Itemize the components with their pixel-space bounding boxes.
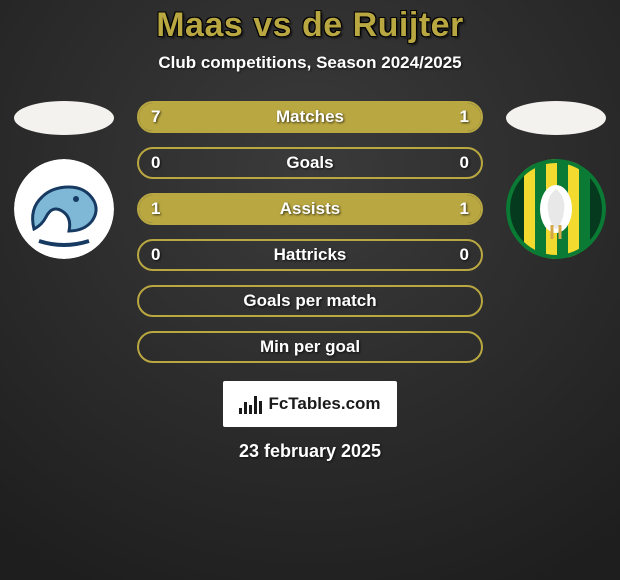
stat-value-right: 0 bbox=[460, 245, 469, 265]
comparison-panel: 7 1 Matches 0 0 Goals 1 1 Assists 0 0 Hattricks Goal… bbox=[0, 101, 620, 363]
stat-row: 0 0 Hattricks bbox=[137, 239, 483, 271]
stat-value-right: 1 bbox=[460, 199, 469, 219]
stats-table: 7 1 Matches 0 0 Goals 1 1 Assists 0 0 Hattricks Goal… bbox=[137, 101, 483, 363]
stat-label: Matches bbox=[276, 107, 344, 127]
stat-label: Goals per match bbox=[243, 291, 376, 311]
chart-icon bbox=[239, 394, 262, 414]
right-club-crest bbox=[506, 159, 606, 259]
logo-bar bbox=[259, 401, 262, 414]
right-player-silhouette bbox=[506, 101, 606, 135]
watermark-text: FcTables.com bbox=[268, 394, 380, 414]
stat-value-right: 1 bbox=[460, 107, 469, 127]
stat-row: 0 0 Goals bbox=[137, 147, 483, 179]
right-player-column bbox=[501, 101, 611, 259]
logo-bar bbox=[249, 405, 252, 414]
stat-row: Min per goal bbox=[137, 331, 483, 363]
subtitle-text: Club competitions, Season 2024/2025 bbox=[0, 53, 620, 73]
stat-value-left: 0 bbox=[151, 245, 160, 265]
stat-row: 7 1 Matches bbox=[137, 101, 483, 133]
stat-fill-left bbox=[139, 103, 406, 131]
left-player-silhouette bbox=[14, 101, 114, 135]
stat-label: Hattricks bbox=[274, 245, 347, 265]
stat-label: Goals bbox=[286, 153, 333, 173]
stat-label: Assists bbox=[280, 199, 340, 219]
stat-value-right: 0 bbox=[460, 153, 469, 173]
logo-bar bbox=[239, 408, 242, 414]
logo-bar bbox=[254, 396, 257, 414]
stat-fill-right bbox=[406, 103, 481, 131]
stat-value-left: 7 bbox=[151, 107, 160, 127]
stat-row: Goals per match bbox=[137, 285, 483, 317]
left-player-column bbox=[9, 101, 119, 259]
logo-bar bbox=[244, 402, 247, 414]
date-text: 23 february 2025 bbox=[0, 441, 620, 462]
stat-value-left: 0 bbox=[151, 153, 160, 173]
watermark-logo: FcTables.com bbox=[223, 381, 397, 427]
page-title: Maas vs de Ruijter bbox=[0, 6, 620, 45]
stat-value-left: 1 bbox=[151, 199, 160, 219]
left-club-crest bbox=[14, 159, 114, 259]
stat-row: 1 1 Assists bbox=[137, 193, 483, 225]
stat-label: Min per goal bbox=[260, 337, 360, 357]
